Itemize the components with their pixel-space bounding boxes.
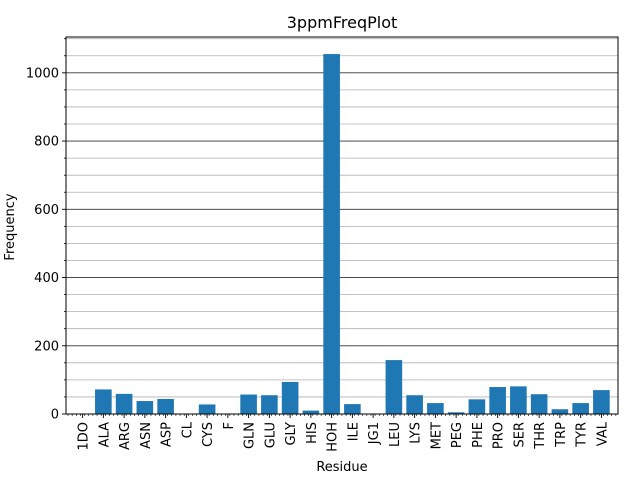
x-tick-label: JG1 <box>367 422 382 445</box>
x-tick-label: SER <box>512 422 527 448</box>
y-tick-label: 800 <box>34 135 59 150</box>
bar-pro <box>489 387 506 414</box>
y-tick-label: 1000 <box>26 66 59 81</box>
x-tick-label: ILE <box>346 422 361 441</box>
bar-gln <box>240 394 257 414</box>
y-tick-label: 200 <box>34 339 59 354</box>
x-tick-label: F <box>222 422 237 429</box>
y-axis-label: Frequency <box>3 193 18 260</box>
x-tick-label: CL <box>180 421 195 438</box>
bar-asp <box>157 398 174 414</box>
x-tick-label: HOH <box>326 422 341 452</box>
bar-tyr <box>572 403 589 414</box>
x-tick-label: PEG <box>450 422 465 448</box>
x-tick-label: THR <box>533 422 548 450</box>
bar-met <box>427 403 444 414</box>
bar-phe <box>468 399 486 414</box>
ticks: 0 200 400 600 800 1000 1DO ALA ARG ASN ASP CL CYS F GL… <box>26 38 617 452</box>
bar-leu <box>385 360 403 414</box>
x-tick-label: MET <box>429 422 444 449</box>
bar-val <box>593 390 610 414</box>
plot-frame <box>65 36 619 415</box>
x-tick-label: VAL <box>595 421 610 446</box>
bar-ile <box>344 404 361 414</box>
x-axis-label: Residue <box>316 460 367 475</box>
x-tick-label: PRO <box>492 422 507 449</box>
x-tick-label: GLN <box>243 422 258 449</box>
x-tick-label: TYR <box>575 422 590 448</box>
bar-arg <box>115 393 133 414</box>
bar-trp <box>551 409 569 414</box>
y-tick-label: 0 <box>51 408 59 423</box>
bar-ser <box>510 386 527 414</box>
x-tick-label: ARG <box>118 422 133 450</box>
y-tick-label: 400 <box>34 271 59 286</box>
bar-lys <box>406 395 423 414</box>
bar-glu <box>261 395 278 414</box>
bar-ala <box>95 389 112 414</box>
bars <box>74 54 610 415</box>
x-tick-label: ASN <box>139 422 154 449</box>
bar-peg <box>447 412 465 414</box>
x-tick-label: PHE <box>471 422 486 448</box>
x-tick-label: GLY <box>284 422 299 446</box>
x-tick-label: LYS <box>409 422 424 444</box>
bar-hoh <box>323 54 340 414</box>
x-tick-label: ASP <box>160 422 175 447</box>
gridlines <box>66 38 618 398</box>
bar-thr <box>530 394 548 414</box>
y-tick-label: 600 <box>34 203 59 218</box>
x-tick-label: HIS <box>305 422 320 444</box>
x-tick-label: LEU <box>388 422 403 447</box>
bar-gly <box>281 381 299 414</box>
chart-title: 3ppmFreqPlot <box>287 13 398 32</box>
bar-cys <box>198 404 216 414</box>
x-tick-label: 1DO <box>77 422 92 451</box>
x-tick-label: TRP <box>554 422 569 448</box>
x-tick-label: CYS <box>201 422 216 447</box>
bar-his <box>302 410 320 414</box>
x-tick-label: ALA <box>97 422 112 447</box>
x-tick-label: GLU <box>263 422 278 448</box>
axes <box>65 36 619 415</box>
bar-asn <box>136 401 154 414</box>
